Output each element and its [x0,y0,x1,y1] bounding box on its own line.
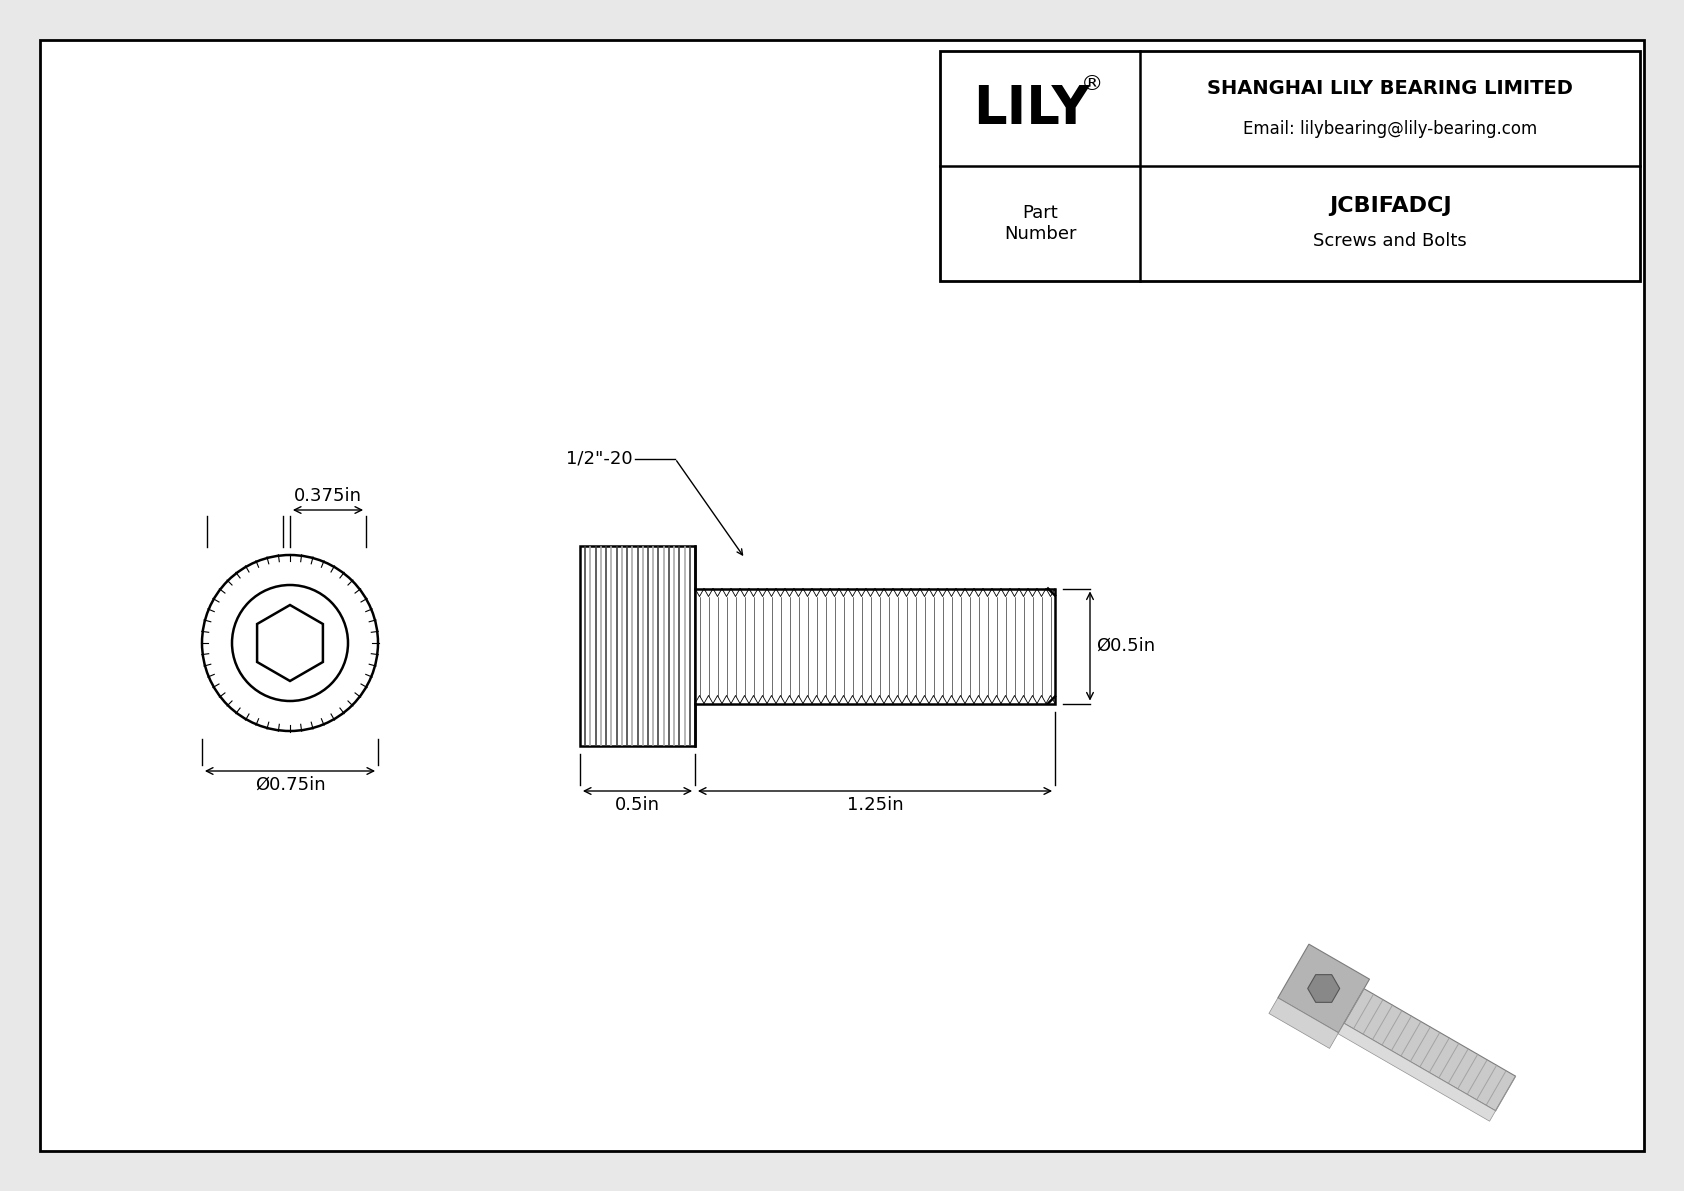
Polygon shape [1339,1023,1495,1121]
Text: 1.25in: 1.25in [847,796,903,813]
Polygon shape [258,605,323,681]
Circle shape [202,555,377,731]
Polygon shape [1270,998,1339,1048]
Text: ®: ® [1081,75,1103,94]
Text: 1/2"-20: 1/2"-20 [566,449,633,468]
Text: Screws and Bolts: Screws and Bolts [1314,232,1467,250]
Polygon shape [1308,974,1340,1003]
Polygon shape [1344,989,1516,1111]
Text: Email: lilybearing@lily-bearing.com: Email: lilybearing@lily-bearing.com [1243,119,1537,137]
Bar [940,51,1640,281]
Bar [695,588,1054,704]
Text: 0.375in: 0.375in [295,487,362,505]
Text: SHANGHAI LILY BEARING LIMITED: SHANGHAI LILY BEARING LIMITED [1207,79,1573,98]
Text: LILY: LILY [973,82,1090,135]
Bar [579,545,695,746]
Text: JCBIFADCJ: JCBIFADCJ [1329,195,1452,216]
Polygon shape [1278,944,1369,1033]
Circle shape [232,585,349,701]
Text: Ø0.75in: Ø0.75in [254,777,325,794]
Text: Ø0.5in: Ø0.5in [1096,637,1155,655]
Text: 0.5in: 0.5in [615,796,660,813]
Text: Part
Number: Part Number [1004,204,1076,243]
